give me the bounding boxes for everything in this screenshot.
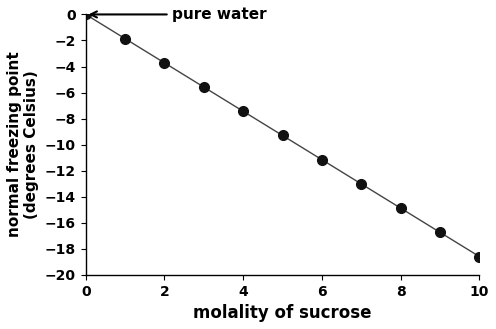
- Point: [121, 36, 129, 41]
- Text: pure water: pure water: [91, 7, 267, 22]
- Point: [161, 60, 169, 65]
- Point: [82, 12, 90, 17]
- Point: [318, 157, 326, 162]
- X-axis label: molality of sucrose: molality of sucrose: [193, 304, 372, 322]
- Point: [200, 85, 208, 90]
- Y-axis label: normal freezing point
(degrees Celsius): normal freezing point (degrees Celsius): [7, 52, 39, 238]
- Point: [436, 230, 444, 235]
- Point: [239, 109, 247, 114]
- Point: [357, 181, 365, 187]
- Point: [279, 133, 287, 138]
- Point: [475, 254, 483, 259]
- Point: [397, 206, 405, 211]
